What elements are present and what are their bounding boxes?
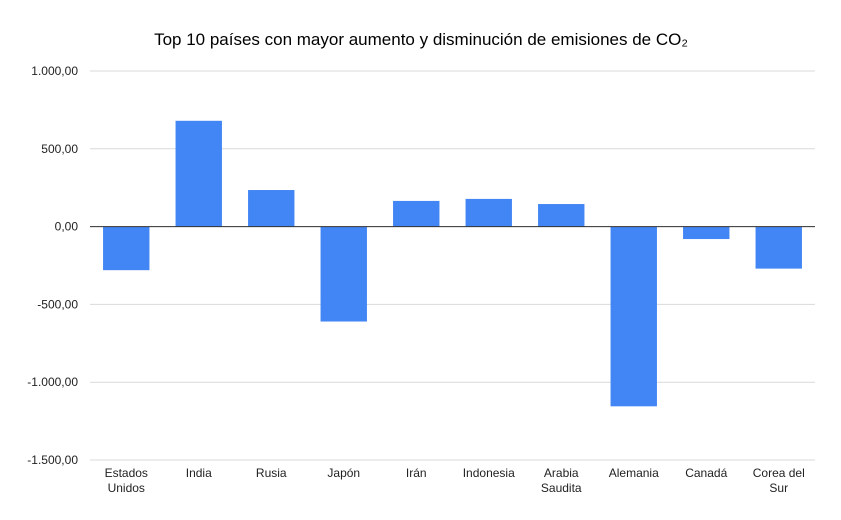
bar — [755, 226, 802, 269]
y-tick-label: -500,00 — [37, 297, 78, 311]
y-tick-label: -1.500,00 — [27, 453, 78, 467]
x-category-label: Corea del Sur — [753, 466, 805, 495]
bars — [103, 120, 802, 407]
y-tick-label: -1.000,00 — [27, 375, 78, 389]
y-tick-label: 0,00 — [55, 220, 79, 234]
y-tick-label: 1.000,00 — [31, 64, 78, 78]
x-category-label: Japón — [327, 466, 360, 480]
y-axis-ticks: 1.000,00 500,00 0,00 -500,00 -1.000,00 -1.500… — [27, 64, 78, 467]
bar — [248, 190, 295, 227]
x-category-label: Rusia — [256, 466, 287, 480]
x-category-label: Indonesia — [463, 466, 515, 480]
x-axis-categories: Estados Unidos India Rusia Japón Irán Indonesi… — [105, 466, 805, 495]
x-category-label: India — [186, 466, 212, 480]
bar — [610, 226, 657, 407]
x-category-label: Irán — [406, 466, 427, 480]
bar — [538, 204, 585, 227]
x-category-label: Arabia Saudita — [541, 466, 582, 495]
bar — [103, 226, 150, 271]
bar — [320, 226, 367, 322]
y-tick-label: 500,00 — [41, 142, 78, 156]
bar — [175, 120, 222, 227]
bar — [393, 200, 440, 227]
bar — [465, 198, 512, 227]
bar — [683, 226, 730, 240]
x-category-label: Estados Unidos — [105, 466, 148, 495]
x-category-label: Canadá — [685, 466, 727, 480]
x-category-label: Alemania — [609, 466, 659, 480]
chart-title: Top 10 países con mayor aumento y dismin… — [154, 30, 688, 49]
